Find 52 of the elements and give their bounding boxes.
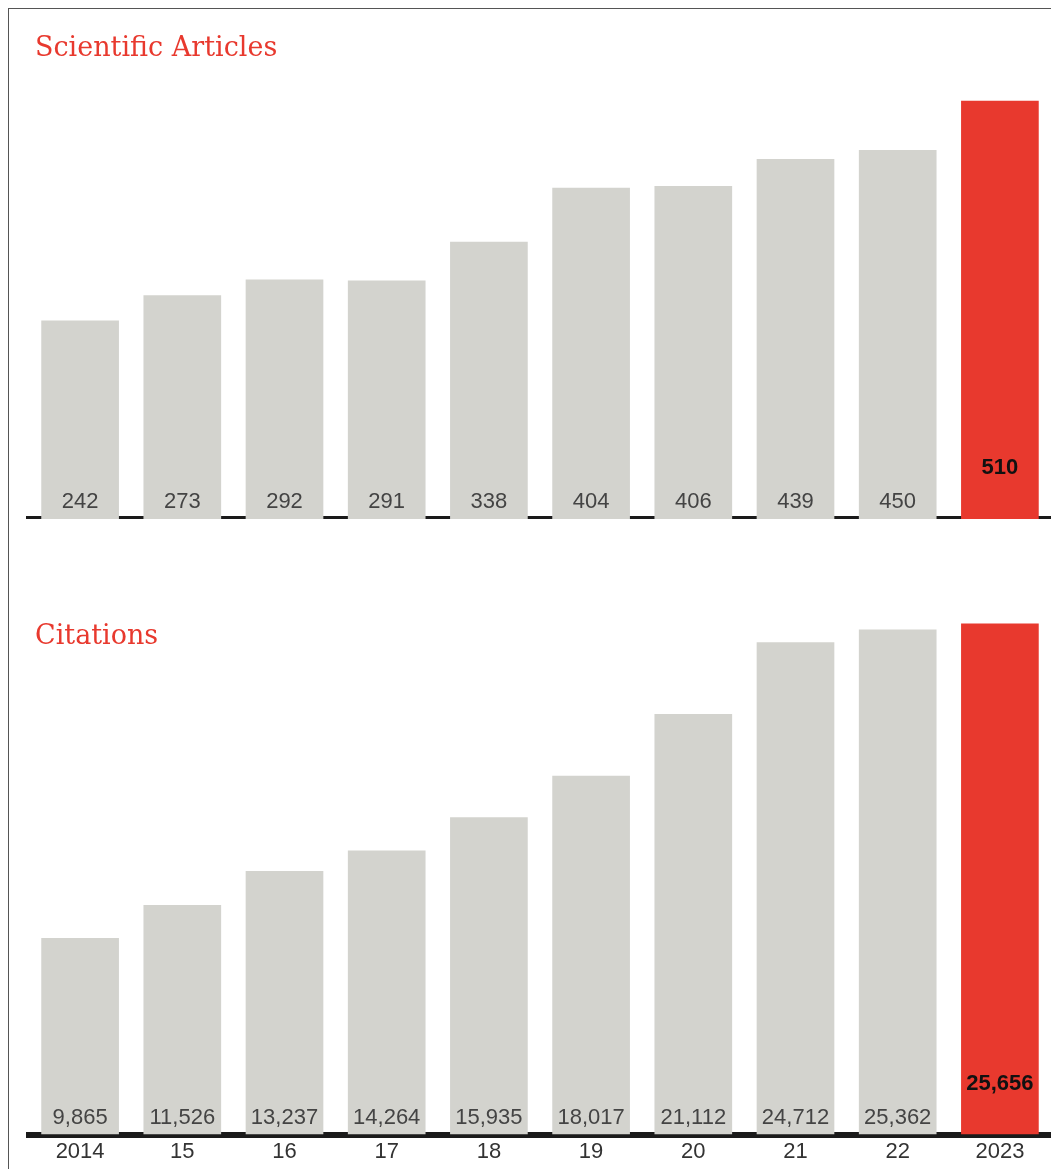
bar: [552, 775, 630, 1135]
data-label: 273: [163, 488, 201, 514]
data-label: 11,526: [149, 1103, 216, 1129]
data-label: 21,112: [660, 1103, 727, 1129]
x-tick-label: 22: [885, 1137, 910, 1163]
data-label: 439: [777, 488, 814, 514]
data-label: 14,264: [353, 1103, 421, 1129]
data-label: 9,865: [52, 1103, 108, 1129]
data-label: 25,362: [864, 1103, 932, 1129]
data-label: 25,656: [966, 1069, 1034, 1095]
bar: [961, 100, 1039, 519]
bar: [143, 905, 222, 1135]
data-label: 242: [61, 488, 99, 514]
chart-title: Citations: [35, 619, 159, 650]
x-tick-label: 17: [374, 1137, 399, 1163]
data-label: 13,237: [250, 1103, 319, 1129]
bar: [654, 714, 733, 1135]
x-tick-label: 15: [170, 1137, 195, 1163]
bar: [858, 629, 937, 1135]
bar: [756, 642, 835, 1135]
data-label: 18,017: [557, 1103, 625, 1129]
data-label: 24,712: [761, 1103, 830, 1129]
x-tick-label: 20: [681, 1137, 706, 1163]
bar: [245, 870, 324, 1135]
x-tick-label: 19: [578, 1137, 604, 1163]
data-label: 450: [879, 488, 917, 514]
data-label: 338: [470, 488, 508, 514]
data-label: 510: [981, 454, 1019, 480]
data-label: 404: [572, 488, 610, 514]
bar: [961, 623, 1039, 1135]
bar: [41, 320, 119, 519]
x-tick-label: 2014: [55, 1137, 105, 1163]
bar: [347, 280, 426, 519]
x-tick-label: 2023: [975, 1137, 1025, 1163]
data-label: 291: [368, 488, 406, 514]
x-tick-label: 16: [272, 1137, 297, 1163]
bar: [450, 241, 528, 519]
bar: [858, 150, 937, 519]
data-label: 292: [266, 488, 303, 514]
bar: [756, 159, 835, 519]
bar: [654, 186, 733, 519]
bar: [143, 295, 222, 519]
bar: [41, 938, 119, 1135]
bar: [245, 279, 324, 519]
bar: [450, 817, 528, 1135]
data-label: 406: [674, 488, 712, 514]
bar: [347, 850, 426, 1135]
x-tick-label: 18: [476, 1137, 502, 1163]
bar: [552, 187, 630, 519]
x-tick-label: 21: [783, 1137, 808, 1163]
chart-title: Scientific Articles: [35, 31, 278, 62]
data-label: 15,935: [455, 1103, 523, 1129]
